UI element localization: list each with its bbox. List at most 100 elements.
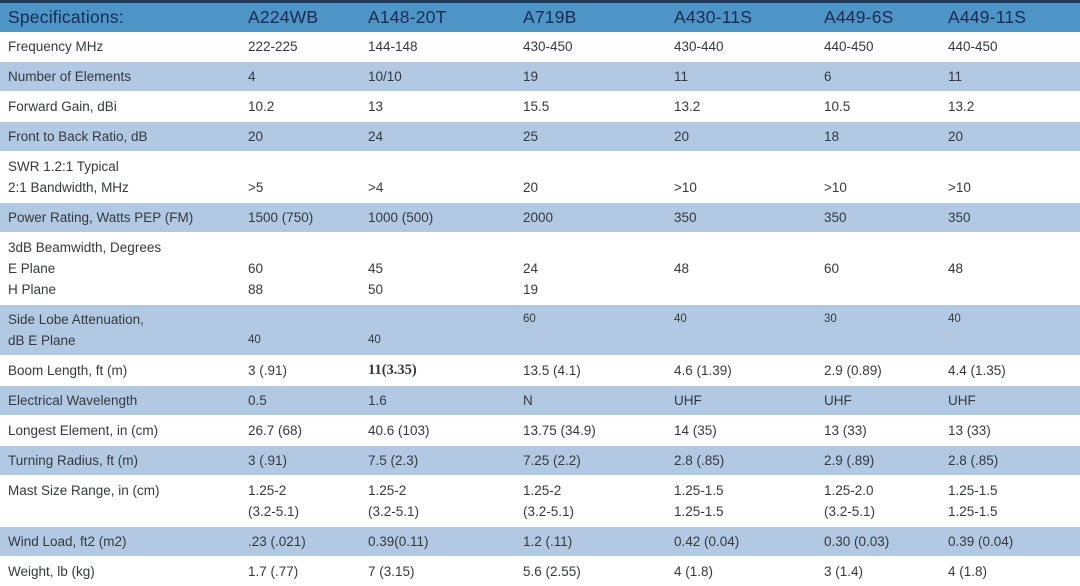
cell-value: 1.25-2 (3.2-5.1) [248,483,300,519]
cell-value: 3 (.91) [248,363,288,378]
row-label: Weight, lb (kg) [8,564,95,579]
cell-value: 13.75 (34.9) [523,423,596,438]
table-row: Side Lobe Attenuation, dB E Plane 40 40 60… [0,304,1080,356]
cell-value: 10/10 [368,69,402,84]
cell-value: 40 [948,313,961,325]
header-col-a719b: A719B [523,7,577,27]
cell-value: 13 (33) [948,423,991,438]
cell-value: 350 [948,210,971,225]
cell-value: UHF [674,393,702,408]
cell-value: 24 [368,129,384,144]
cell-value: 10.5 [824,99,851,114]
cell-value: 13 (33) [824,423,867,438]
table-header-row: Specifications: A224WB A148-20T A719B A4… [0,3,1080,32]
table-row: Longest Element, in (cm) 26.7 (68) 40.6 (1… [0,416,1080,445]
table-row: Boom Length, ft (m) 3 (.91) 11(3.35) 13.5 (… [0,356,1080,385]
cell-value: 2.8 (.85) [674,453,725,468]
cell-value: >10 [948,180,971,195]
cell-value: 4 (1.8) [948,564,988,579]
cell-value: 3 (1.4) [824,564,864,579]
row-label: SWR 1.2:1 Typical 2:1 Bandwidth, MHz [8,159,129,195]
cell-value: 10.2 [248,99,275,114]
cell-value: >10 [824,180,847,195]
cell-value: 4.4 (1.35) [948,363,1006,378]
cell-value: 11 [674,69,689,84]
cell-value: 1.25-2 (3.2-5.1) [368,483,420,519]
cell-value: 222-225 [248,39,298,54]
cell-value: 45 50 [368,261,384,297]
row-label: Mast Size Range, in (cm) [8,483,160,498]
row-label: Number of Elements [8,69,132,84]
cell-value: 0.42 (0.04) [674,534,740,549]
cell-value: 20 [248,129,264,144]
cell-value: 20 [674,129,690,144]
cell-value: 5.6 (2.55) [523,564,581,579]
cell-value: 430-440 [674,39,724,54]
row-label: Forward Gain, dBi [8,99,117,114]
cell-value: UHF [948,393,976,408]
table-row: Mast Size Range, in (cm) 1.25-2 (3.2-5.1) 1… [0,476,1080,526]
cell-value: 4.6 (1.39) [674,363,732,378]
header-col-a148-20t: A148-20T [368,7,447,27]
cell-value: 19 [523,69,539,84]
cell-value: 18 [824,129,840,144]
cell-value: 30 [824,313,837,325]
cell-value: 1.6 [368,393,387,408]
cell-value: 2.9 (.89) [824,453,875,468]
row-label: Side Lobe Attenuation, dB E Plane [8,312,144,348]
cell-value: 20 [523,180,539,195]
header-col-a224wb: A224WB [248,7,319,27]
cell-value: 0.39(0.11) [368,534,429,549]
cell-value: 40 [248,334,261,346]
cell-value: 40 [674,313,687,325]
header-specifications-label: Specifications: [8,7,124,27]
cell-value: 1.25-2 (3.2-5.1) [523,483,575,519]
table-row: Number of Elements 4 10/10 19 11 6 11 [0,61,1080,92]
cell-value: 14 (35) [674,423,717,438]
cell-value: 4 (1.8) [674,564,714,579]
cell-value: 1.25-2.0 (3.2-5.1) [824,483,876,519]
cell-value: 25 [523,129,539,144]
cell-value: 20 [948,129,964,144]
cell-value: 1000 (500) [368,210,434,225]
table-row: Frequency MHz 222-225 144-148 430-450 430-44… [0,32,1080,61]
row-label: Boom Length, ft (m) [8,363,128,378]
cell-value: 3 (.91) [248,453,288,468]
cell-value: 350 [824,210,847,225]
cell-value: 24 19 [523,261,539,297]
row-label: Power Rating, Watts PEP (FM) [8,210,194,225]
specifications-table: Specifications: A224WB A148-20T A719B A4… [0,3,1080,586]
row-label: 3dB Beamwidth, Degrees E Plane H Plane [8,240,162,297]
table-row: Forward Gain, dBi 10.2 13 15.5 13.2 10.5 13.2 [0,92,1080,121]
cell-value: 60 88 [248,261,264,297]
cell-value: 350 [674,210,697,225]
cell-value: >5 [248,180,264,195]
cell-value: 13.5 (4.1) [523,363,581,378]
table-row: Wind Load, ft2 (m2) .23 (.021) 0.39(0.11) 1… [0,526,1080,557]
row-label: Front to Back Ratio, dB [8,129,148,144]
cell-value: 11(3.35) [368,362,417,378]
cell-value: 26.7 (68) [248,423,303,438]
top-border [0,0,1080,3]
cell-value: 48 [674,261,690,276]
cell-value: 60 [523,313,536,325]
cell-value: 0.39 (0.04) [948,534,1014,549]
cell-value: 1.25-1.5 1.25-1.5 [948,483,998,519]
cell-value: N [523,393,533,408]
row-label: Longest Element, in (cm) [8,423,159,438]
cell-value: 60 [824,261,840,276]
cell-value: 4 [248,69,256,84]
header-col-a430-11s: A430-11S [674,7,753,27]
header-col-a449-6s: A449-6S [824,7,894,27]
cell-value: 40 [368,334,381,346]
cell-value: 7 (3.15) [368,564,415,579]
cell-value: 144-148 [368,39,418,54]
cell-value: 440-450 [824,39,874,54]
cell-value: 7.5 (2.3) [368,453,419,468]
row-label: Electrical Wavelength [8,393,138,408]
cell-value: 13.2 [674,99,701,114]
header-col-a449-11s: A449-11S [948,7,1027,27]
table-body: Frequency MHz 222-225 144-148 430-450 430-44… [0,32,1080,586]
cell-value: >4 [368,180,384,195]
table-row: 3dB Beamwidth, Degrees E Plane H Plane 60 8… [0,233,1080,304]
